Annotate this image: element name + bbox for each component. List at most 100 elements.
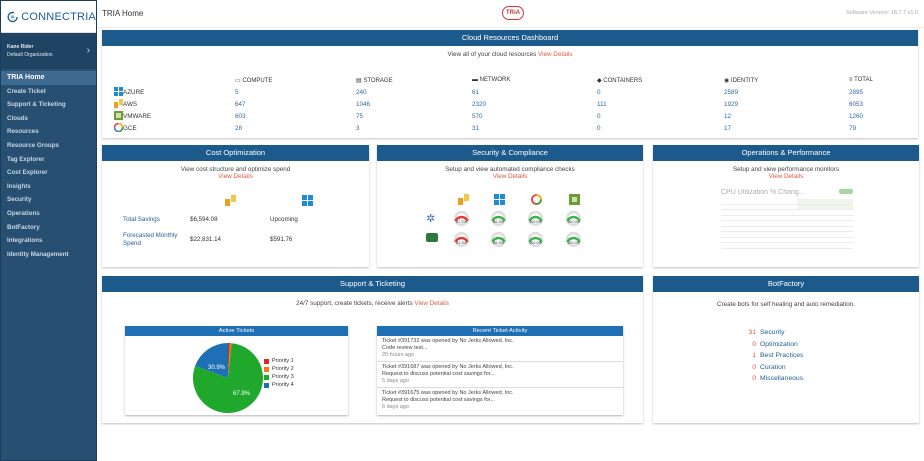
compliance-gauge[interactable]: 100.0% (565, 231, 582, 248)
compliance-gauge[interactable]: 67.3% (453, 210, 470, 227)
table-row[interactable]: AWS 647 1046 2320 111 1929 6053 (102, 98, 902, 110)
security-subtitle: Setup and view automated compliance chec… (445, 166, 575, 173)
nav-clouds[interactable]: Clouds (7, 114, 28, 122)
logo[interactable]: CONNECTRIA (1, 1, 96, 33)
cell-value[interactable]: 1929 (724, 100, 739, 108)
list-item (721, 221, 853, 227)
nav-resource-groups[interactable]: Resource Groups (7, 141, 59, 149)
cell-value[interactable]: 111 (597, 100, 607, 108)
ticket-activity-item[interactable]: Ticket #391732 was opened by No Jerks Al… (377, 336, 623, 362)
nav-operations[interactable]: Operations (7, 209, 40, 217)
cell-value[interactable]: 603 (235, 112, 246, 120)
cloud-name: AWS (123, 100, 138, 108)
user-org-selector[interactable]: Kane Rider Default Organization › (1, 33, 96, 69)
compliance-gauge[interactable]: 100.0% (527, 210, 544, 227)
ticket-line: Ticket #391675 was opened by No Jerks Al… (382, 390, 514, 396)
compliance-gauge[interactable]: 100.0% (527, 231, 544, 248)
list-item (721, 216, 853, 221)
cell-value[interactable]: 0 (597, 88, 601, 96)
bot-count: 0 (752, 375, 756, 382)
nav-resources[interactable]: Resources (7, 128, 39, 136)
compliance-gauge[interactable]: 100.0% (565, 210, 582, 227)
cell-value[interactable]: 570 (472, 112, 483, 120)
cell-value[interactable]: 12 (724, 112, 732, 120)
cell-value[interactable]: 0 (597, 112, 601, 120)
azure-icon (494, 194, 505, 205)
nav-tag-explorer[interactable]: Tag Explorer (7, 155, 45, 163)
tickets-pie-chart[interactable]: 30.9% 67.9% (192, 342, 264, 414)
cell-value[interactable]: 2895 (849, 88, 864, 96)
pie-slice-priority-2[interactable] (228, 343, 232, 378)
legend-item[interactable]: Priority 2 (264, 365, 294, 373)
cell-value[interactable]: 28 (235, 124, 243, 132)
nav-tria-home[interactable]: TRIA Home (1, 71, 96, 85)
table-row[interactable]: AZURE 5 240 61 0 2589 2895 (102, 86, 902, 98)
compliance-gauge[interactable]: 61.3% (453, 231, 470, 248)
ops-view-details-link[interactable]: View Details (768, 173, 804, 180)
cell-value[interactable]: 75 (356, 112, 364, 120)
legend-item[interactable]: Priority 4 (264, 381, 294, 389)
legend-item[interactable]: Priority 1 (264, 357, 294, 365)
cell-value[interactable]: 17 (724, 124, 732, 132)
ops-subtitle: Setup and view performance monitors (732, 166, 840, 173)
legend-item[interactable]: Priority 3 (264, 373, 294, 381)
cell-value[interactable]: 1046 (356, 100, 371, 108)
cell-value[interactable]: 0 (597, 124, 601, 132)
table-header-row: ▭ COMPUTE ▤ STORAGE ▬ NETWORK ◆ CONTAINE… (102, 74, 902, 86)
bot-category-best-practices[interactable]: 1 Best Practices (742, 352, 803, 364)
bot-category-optimization[interactable]: 0 Optimization (742, 341, 803, 353)
cost-optimization-header: Cost Optimization (102, 145, 369, 161)
botfactory-panel: BotFactory Create bots for self healing … (653, 276, 919, 423)
tria-brand-logo[interactable]: TRiA (502, 6, 524, 20)
list-item (721, 199, 853, 205)
legend-label: Priority 1 (272, 358, 294, 364)
cpu-utilization-widget[interactable]: CPU Utilization % Chang... (721, 189, 853, 255)
cloud-view-details-link[interactable]: View Details (538, 51, 573, 58)
nav-support-ticketing[interactable]: Support & Ticketing (7, 101, 66, 109)
nav-botfactory[interactable]: BotFactory (7, 223, 40, 231)
security-view-details-link[interactable]: View Details (492, 173, 528, 180)
compliance-gauge[interactable]: 86.3% (490, 231, 507, 248)
nav-cost-explorer[interactable]: Cost Explorer (7, 169, 48, 177)
ticket-activity-item[interactable]: Ticket #391687 was opened by No Jerks Al… (377, 362, 623, 388)
ticket-time: 20 hours ago (382, 352, 415, 358)
pie-slice-priority-3[interactable] (192, 343, 263, 414)
bot-category-security[interactable]: 31 Security (742, 329, 803, 341)
cell-value[interactable]: 31 (472, 124, 480, 132)
sidebar: CONNECTRIA Kane Rider Default Organizati… (0, 0, 97, 461)
nav-create-ticket[interactable]: Create Ticket (7, 87, 46, 95)
nav-identity-management[interactable]: Identity Management (7, 250, 69, 258)
bot-category-curation[interactable]: 0 Curation (742, 364, 803, 376)
nav-security[interactable]: Security (7, 196, 32, 204)
cell-value[interactable]: 79 (849, 124, 857, 132)
cloud-subtitle-text: View all of your cloud resources (447, 51, 537, 58)
cell-value[interactable]: 2320 (472, 100, 487, 108)
table-row[interactable]: GCE 28 3 31 0 17 79 (102, 122, 902, 134)
cell-value[interactable]: 1260 (849, 112, 864, 120)
nav-integrations[interactable]: Integrations (7, 237, 43, 245)
table-row[interactable]: VMWARE 603 75 570 0 12 1260 (102, 110, 902, 122)
cell-value[interactable]: 5 (235, 88, 239, 96)
cost-view-details-link[interactable]: View Details (218, 173, 253, 180)
support-view-details-link[interactable]: View Details (414, 300, 449, 307)
cell-value[interactable]: 647 (235, 100, 246, 108)
legend-swatch (264, 366, 269, 372)
cell-value[interactable]: 61 (472, 88, 480, 96)
cell-value[interactable]: 240 (356, 88, 367, 96)
recent-ticket-activity-card: Recent Ticket Activity Ticket #391732 wa… (377, 326, 623, 415)
bot-category-miscellaneous[interactable]: 0 Miscellaneous (742, 375, 803, 387)
bot-label: Curation (760, 363, 786, 371)
compliance-gauge[interactable]: 86.3% (490, 210, 507, 227)
pci-compliance-icon (426, 233, 438, 242)
ticket-time: 6 days ago (382, 404, 409, 410)
ticket-activity-item[interactable]: Ticket #391675 was opened by No Jerks Al… (377, 388, 623, 413)
nav-insights[interactable]: Insights (7, 182, 31, 190)
cell-value[interactable]: 3 (356, 124, 360, 132)
cell-value[interactable]: 2589 (724, 88, 739, 96)
bot-label: Optimization (760, 340, 798, 348)
col-storage-label: STORAGE (363, 77, 393, 84)
pie-slice-priority-1[interactable] (228, 342, 230, 378)
vmware-icon (114, 110, 123, 120)
cell-value[interactable]: 6053 (849, 100, 864, 108)
pie-slice-priority-4[interactable] (195, 343, 228, 378)
